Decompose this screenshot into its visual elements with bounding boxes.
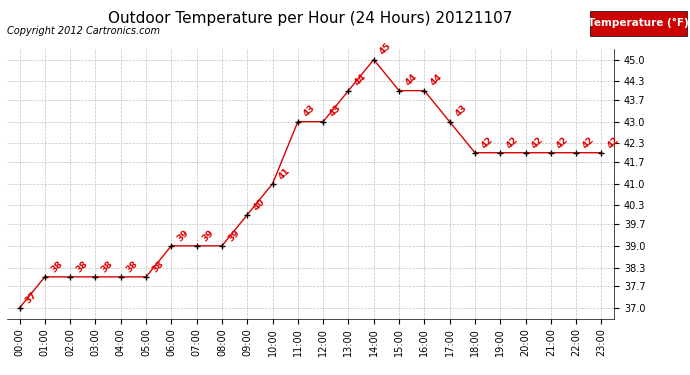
Text: 41: 41	[277, 166, 292, 181]
Text: Outdoor Temperature per Hour (24 Hours) 20121107: Outdoor Temperature per Hour (24 Hours) …	[108, 11, 513, 26]
Text: 39: 39	[175, 228, 191, 243]
Text: 44: 44	[428, 72, 444, 88]
Text: 39: 39	[226, 228, 242, 243]
Text: 37: 37	[23, 290, 39, 305]
Text: 42: 42	[530, 135, 545, 150]
Text: 44: 44	[403, 72, 419, 88]
Text: 38: 38	[75, 259, 90, 274]
Text: 42: 42	[504, 135, 520, 150]
Text: 45: 45	[378, 42, 393, 57]
Text: 42: 42	[606, 135, 621, 150]
Text: 43: 43	[327, 104, 343, 119]
Text: 42: 42	[580, 135, 595, 150]
Text: Copyright 2012 Cartronics.com: Copyright 2012 Cartronics.com	[7, 26, 160, 36]
Text: 38: 38	[150, 259, 166, 274]
Text: 38: 38	[125, 259, 140, 274]
Text: 39: 39	[201, 228, 216, 243]
Text: 43: 43	[454, 104, 469, 119]
Text: 43: 43	[302, 104, 317, 119]
Text: 44: 44	[353, 72, 368, 88]
Text: 42: 42	[479, 135, 495, 150]
Text: 38: 38	[49, 259, 64, 274]
Text: Temperature (°F): Temperature (°F)	[588, 18, 689, 28]
Text: 40: 40	[251, 197, 266, 212]
Text: 42: 42	[555, 135, 571, 150]
Text: 38: 38	[99, 259, 115, 274]
